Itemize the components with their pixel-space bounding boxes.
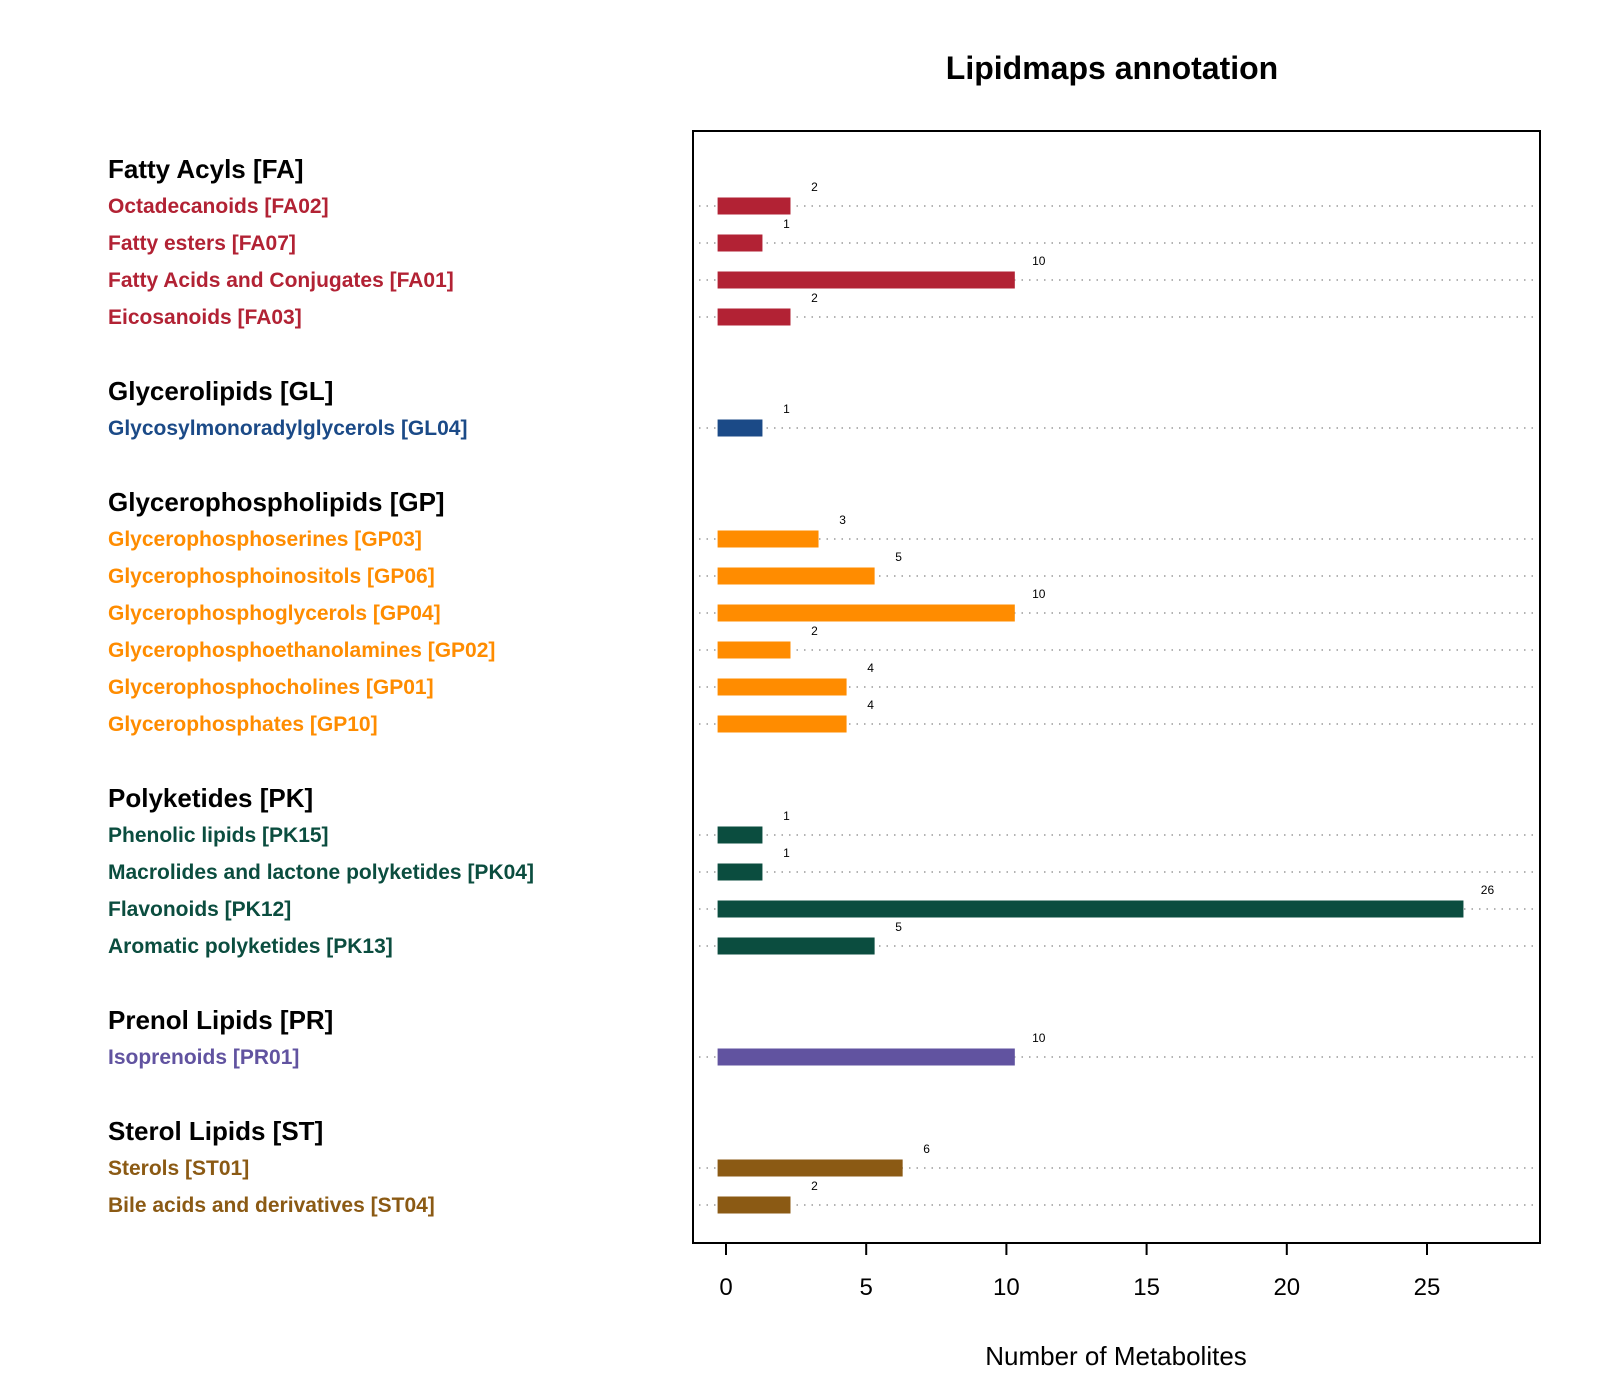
data-label: 6: [923, 1142, 930, 1156]
group-label: Sterol Lipids [ST]: [108, 1116, 323, 1146]
category-label: Glycerophosphocholines [GP01]: [108, 676, 434, 699]
category-label: Phenolic lipids [PK15]: [108, 824, 329, 847]
x-tick-label: 5: [860, 1274, 873, 1301]
x-tick-label: 25: [1414, 1274, 1441, 1301]
value-labels: 2 1 10 2 1 3 5 10 2 4 4 1 1 26 5 10 6 2: [783, 180, 1494, 1193]
category-label: Glycerophosphoglycerols [GP04]: [108, 602, 441, 625]
data-label: 2: [811, 624, 818, 638]
group-label: Fatty Acyls [FA]: [108, 154, 304, 184]
bar: [717, 1048, 1015, 1066]
data-label: 10: [1032, 254, 1046, 268]
category-label: Glycerophosphoserines [GP03]: [108, 528, 422, 551]
data-label: 1: [783, 402, 790, 416]
data-label: 4: [867, 698, 874, 712]
x-tick-label: 20: [1273, 1274, 1300, 1301]
bar: [717, 271, 1015, 289]
data-label: 26: [1481, 883, 1495, 897]
bar: [717, 678, 847, 696]
category-label: Flavonoids [PK12]: [108, 898, 291, 921]
x-tick-label: 15: [1133, 1274, 1160, 1301]
data-label: 2: [811, 291, 818, 305]
category-label: Octadecanoids [FA02]: [108, 195, 329, 218]
bar: [717, 197, 791, 215]
x-tick-label: 10: [993, 1274, 1020, 1301]
category-label: Macrolides and lactone polyketides [PK04…: [108, 861, 534, 884]
data-label: 4: [867, 661, 874, 675]
bar: [717, 530, 819, 548]
data-label: 2: [811, 180, 818, 194]
group-label: Prenol Lipids [PR]: [108, 1005, 333, 1035]
bar: [717, 826, 763, 844]
x-axis: 0 5 10 15 20 25: [719, 1242, 1441, 1301]
data-label: 5: [895, 550, 902, 564]
category-label: Fatty esters [FA07]: [108, 232, 296, 255]
data-label: 1: [783, 217, 790, 231]
category-labels: Fatty Acyls [FA] Octadecanoids [FA02] Fatt…: [108, 154, 534, 1217]
data-label: 3: [839, 513, 846, 527]
bar: [717, 567, 875, 585]
bar: [717, 937, 875, 955]
bar: [717, 419, 763, 437]
data-label: 1: [783, 846, 790, 860]
bar: [717, 308, 791, 326]
category-label: Glycerophosphoinositols [GP06]: [108, 565, 435, 588]
bar: [717, 715, 847, 733]
category-label: Glycerophosphates [GP10]: [108, 713, 378, 736]
bar: [717, 604, 1015, 622]
category-label: Glycerophosphoethanolamines [GP02]: [108, 639, 495, 662]
data-label: 10: [1032, 587, 1046, 601]
x-axis-label: Number of Metabolites: [985, 1341, 1247, 1371]
category-label: Sterols [ST01]: [108, 1157, 249, 1180]
data-label: 5: [895, 920, 902, 934]
bars: [717, 197, 1464, 1214]
category-label: Aromatic polyketides [PK13]: [108, 935, 393, 958]
bar: [717, 863, 763, 881]
group-label: Glycerophospholipids [GP]: [108, 487, 445, 517]
category-label: Bile acids and derivatives [ST04]: [108, 1194, 435, 1217]
category-label: Glycosylmonoradylglycerols [GL04]: [108, 417, 467, 440]
data-label: 10: [1032, 1031, 1046, 1045]
bar: [717, 1159, 903, 1177]
group-label: Polyketides [PK]: [108, 783, 313, 813]
category-label: Isoprenoids [PR01]: [108, 1046, 299, 1069]
x-tick-label: 0: [719, 1274, 732, 1301]
bar: [717, 1196, 791, 1214]
data-label: 1: [783, 809, 790, 823]
group-label: Glycerolipids [GL]: [108, 376, 333, 406]
bar: [717, 900, 1464, 918]
data-label: 2: [811, 1179, 818, 1193]
bar: [717, 234, 763, 252]
bar: [717, 641, 791, 659]
category-label: Eicosanoids [FA03]: [108, 306, 302, 329]
chart-title: Lipidmaps annotation: [946, 50, 1278, 86]
category-label: Fatty Acids and Conjugates [FA01]: [108, 269, 454, 292]
